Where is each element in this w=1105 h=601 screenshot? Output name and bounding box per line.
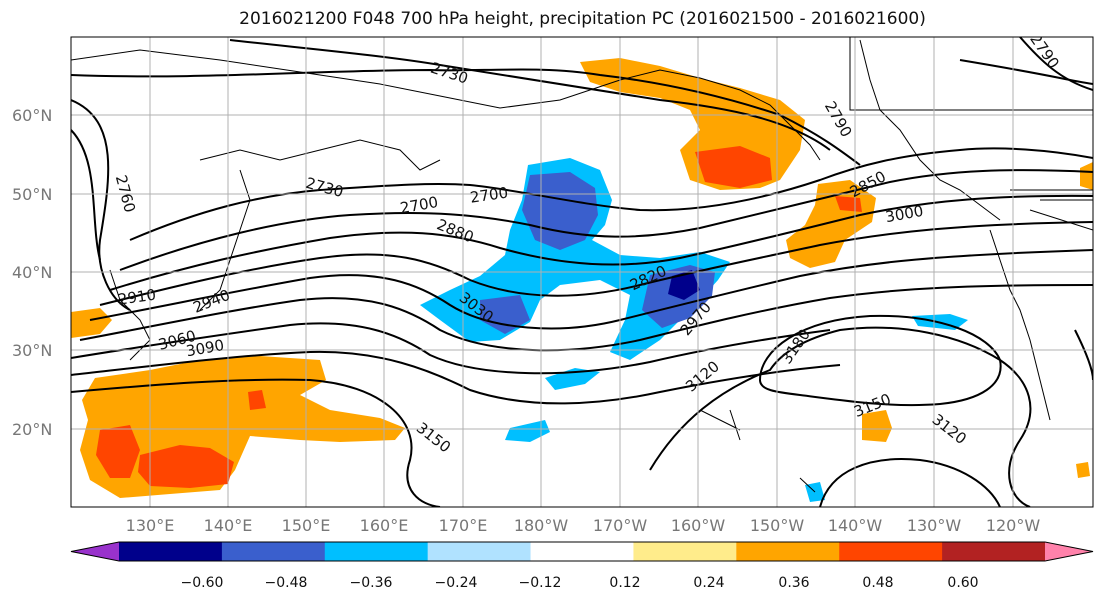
lon-label: 150°E <box>282 516 331 535</box>
colorbar-segment <box>119 542 223 561</box>
lon-label: 160°E <box>360 516 409 535</box>
lon-label: 120°W <box>986 516 1041 535</box>
lon-label: 170°W <box>593 516 648 535</box>
lat-label: 60°N <box>12 106 52 125</box>
lon-label: 150°W <box>750 516 805 535</box>
colorbar-tick-label: −0.12 <box>519 575 562 591</box>
colorbar-segment <box>427 542 532 561</box>
colorbar-tick-label: −0.24 <box>435 575 478 591</box>
contour-label: 2910 <box>117 286 157 309</box>
colorbar-segment <box>530 542 634 561</box>
colorbar-tick-label: −0.48 <box>265 575 308 591</box>
colorbar-tick-label: 0.12 <box>609 575 640 591</box>
colorbar-tick-label: 0.24 <box>693 575 724 591</box>
lat-label: 30°N <box>12 341 52 360</box>
colorbar-segment <box>1045 542 1093 561</box>
latitude-labels: 60°N 50°N 40°N 30°N 20°N <box>12 106 52 439</box>
colorbar-tick-labels: −0.60 −0.48 −0.36 −0.24 −0.12 0.12 0.24 … <box>181 575 979 591</box>
colorbar-segment <box>221 542 326 561</box>
colorbar-segment <box>324 542 429 561</box>
lon-label: 180°W <box>514 516 569 535</box>
lat-label: 40°N <box>12 263 52 282</box>
longitude-labels: 130°E 140°E 150°E 160°E 170°E 180°W 170°… <box>126 516 1041 535</box>
lon-label: 140°E <box>204 516 253 535</box>
colorbar-segment <box>71 542 119 561</box>
map-title: 2016021200 F048 700 hPa height, precipit… <box>239 9 926 29</box>
height-contours <box>71 37 1093 507</box>
lon-label: 170°E <box>439 516 488 535</box>
colorbar-segment <box>942 542 1046 561</box>
gridlines <box>71 37 1093 507</box>
lon-label: 160°W <box>671 516 726 535</box>
colorbar-segment <box>839 542 943 561</box>
lon-label: 130°E <box>126 516 175 535</box>
lon-label: 140°W <box>828 516 883 535</box>
lat-label: 50°N <box>12 185 52 204</box>
colorbar-tick-label: −0.36 <box>350 575 393 591</box>
colorbar-segment <box>633 542 737 561</box>
colorbar-outline <box>70 541 1094 562</box>
precip-positive-shading <box>71 58 1093 498</box>
colorbar-segment <box>736 542 840 561</box>
colorbar-tick-label: 0.48 <box>862 575 893 591</box>
contour-label: 3150 <box>1093 344 1105 386</box>
colorbar-tick-label: 0.60 <box>947 575 978 591</box>
map-border <box>70 36 1094 508</box>
colorbar-tick-label: −0.60 <box>181 575 224 591</box>
lon-label: 130°W <box>907 516 962 535</box>
lat-label: 20°N <box>12 420 52 439</box>
contour-label: 2700 <box>469 184 509 207</box>
colorbar-tick-label: 0.36 <box>778 575 809 591</box>
colorbar <box>70 541 1094 562</box>
